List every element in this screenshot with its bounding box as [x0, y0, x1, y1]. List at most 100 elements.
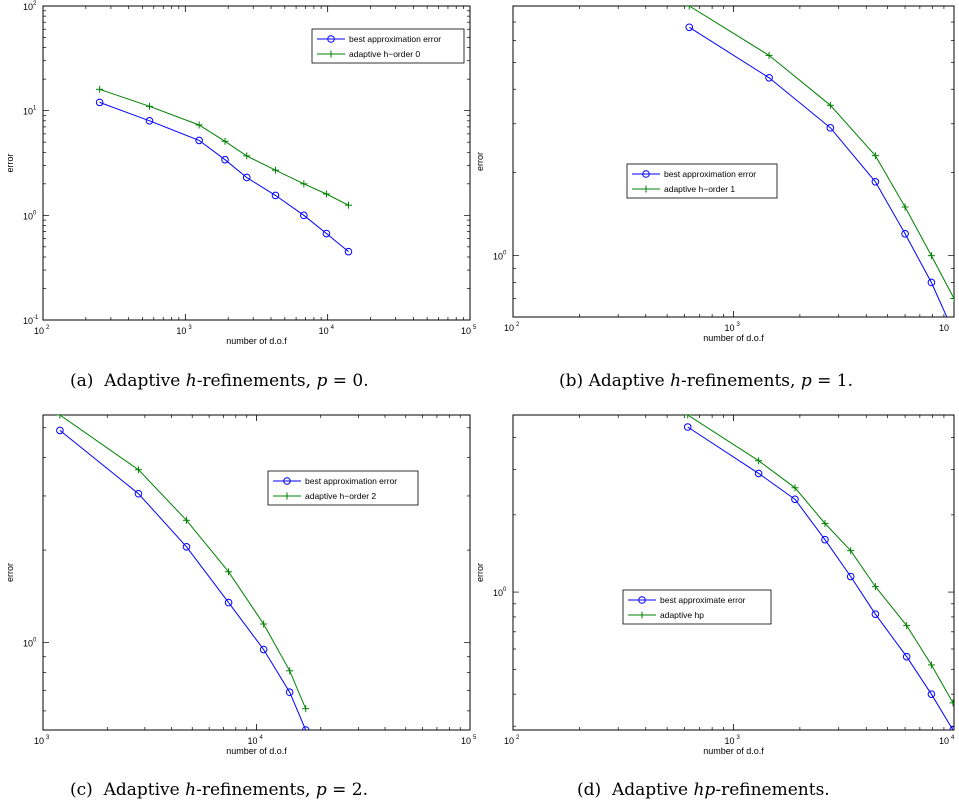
data-point	[301, 726, 310, 730]
legend-box	[267, 470, 419, 506]
data-point	[221, 155, 229, 164]
data-point	[826, 101, 834, 109]
y-tick-exponent: 2	[33, 1, 37, 7]
x-tick-label: 10	[724, 736, 734, 746]
x-tick-label: 10	[247, 736, 257, 746]
y-tick-label: 10	[23, 639, 33, 649]
series-line-0	[687, 426, 954, 730]
data-point	[950, 294, 954, 302]
y-tick-label: 10	[23, 316, 33, 326]
x-tick-exponent: 5	[473, 735, 477, 741]
data-point	[847, 547, 855, 555]
x-tick-label: 10	[34, 736, 44, 746]
legend-marker	[327, 35, 335, 43]
legend-label: adaptive h−order 2	[305, 491, 376, 501]
data-point	[685, 23, 694, 32]
y-tick-exponent: 0	[33, 210, 37, 216]
data-point	[754, 469, 763, 478]
data-point	[791, 495, 799, 504]
y-tick-label: 10	[493, 252, 503, 262]
x-tick-exponent: 3	[737, 322, 741, 328]
x-tick-label: 10	[319, 326, 329, 336]
data-point	[821, 520, 829, 528]
data-point	[871, 583, 879, 591]
x-tick-exponent: 2	[516, 322, 520, 328]
series-group	[95, 85, 353, 256]
legend-marker	[283, 477, 291, 485]
y-axis-label: error	[475, 152, 485, 171]
data-point	[949, 699, 954, 707]
data-point	[271, 191, 280, 200]
data-point	[322, 190, 330, 198]
data-point	[242, 173, 251, 182]
legend-label: best approximation error	[349, 34, 441, 44]
y-tick-label: 10	[23, 211, 33, 221]
caption-a: (a) Adaptive h-refinements, p = 0.	[70, 371, 369, 391]
x-tick-label: 10	[939, 323, 949, 333]
data-point	[927, 661, 935, 669]
y-tick-exponent: -1	[33, 315, 39, 321]
data-point	[927, 252, 935, 260]
x-tick-exponent: 3	[737, 735, 741, 741]
legend-label: adaptive h−order 1	[664, 184, 735, 194]
y-tick-exponent: 0	[33, 638, 37, 644]
data-point	[901, 229, 909, 238]
legend-marker	[642, 170, 650, 178]
x-tick-exponent: 5	[473, 325, 477, 331]
legend: best approximation error adaptive h−order…	[626, 163, 778, 199]
x-tick-exponent: 2	[46, 325, 50, 331]
legend-marker	[638, 596, 646, 604]
data-point	[302, 705, 310, 713]
data-point	[871, 610, 880, 618]
data-point	[683, 423, 692, 431]
data-point	[765, 51, 773, 59]
series-line-0	[59, 430, 307, 730]
legend-box	[622, 589, 772, 625]
x-axis-label: number of d.o.f	[226, 336, 287, 346]
data-point	[322, 229, 331, 238]
x-tick-exponent: 3	[188, 325, 192, 331]
legend-marker	[642, 185, 650, 193]
data-point	[949, 726, 954, 730]
data-point	[145, 117, 154, 125]
series-line-0	[99, 101, 349, 252]
data-point	[901, 203, 909, 211]
series-group	[56, 415, 310, 730]
data-point	[285, 688, 294, 697]
x-tick-exponent: 4	[951, 735, 955, 741]
data-point	[927, 690, 936, 698]
data-point	[225, 568, 233, 576]
data-point	[195, 121, 203, 129]
data-point	[821, 535, 829, 544]
legend-marker	[327, 50, 335, 58]
data-point	[927, 278, 936, 287]
legend-label: adaptive h−order 0	[349, 49, 420, 59]
x-tick-label: 10	[939, 736, 949, 746]
legend-marker	[638, 611, 646, 619]
y-tick-label: 10	[23, 107, 33, 117]
data-point	[182, 516, 190, 524]
x-axis-label: number of d.o.f	[703, 333, 764, 343]
y-tick-exponent: 0	[503, 251, 507, 257]
data-point	[300, 211, 308, 220]
data-point	[300, 180, 308, 188]
data-point	[903, 622, 911, 630]
caption-c: (c) Adaptive h-refinements, p = 2.	[70, 780, 369, 800]
data-point	[684, 415, 692, 419]
data-point	[96, 85, 104, 93]
caption-b: (b) Adaptive h-refinements, p = 1.	[559, 371, 853, 391]
data-point	[224, 598, 233, 607]
data-point	[260, 620, 268, 628]
data-point	[182, 543, 191, 551]
data-point	[195, 136, 203, 145]
x-tick-label: 10	[724, 323, 734, 333]
data-point	[134, 466, 142, 474]
y-axis-label: error	[475, 563, 485, 582]
x-tick-label: 10	[504, 323, 514, 333]
plot-frame	[42, 414, 471, 731]
data-point	[95, 98, 104, 107]
